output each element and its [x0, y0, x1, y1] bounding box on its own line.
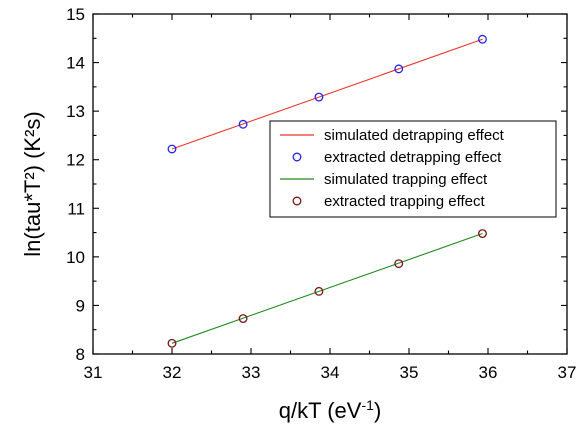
series-line: [171, 38, 483, 150]
y-axis-title: ln(tau*T²) (K²s): [20, 111, 45, 256]
data-point: [238, 119, 248, 129]
data-point: [394, 64, 404, 74]
data-point: [167, 338, 177, 348]
legend-label: extracted trapping effect: [324, 193, 485, 210]
legend-label: extracted detrapping effect: [324, 149, 502, 166]
data-point: [314, 286, 324, 296]
x-tick-label: 36: [479, 363, 498, 382]
data-point: [314, 92, 324, 102]
x-tick-label: 37: [558, 363, 577, 382]
y-tick-label: 12: [66, 151, 85, 170]
y-tick-label: 13: [66, 102, 85, 121]
axis-ticks: 31 32 33 34 35 36 37 8 9 10 11 12 13 14 15: [66, 5, 576, 382]
data-point: [478, 229, 487, 238]
series-line: [171, 233, 483, 344]
x-tick-label: 34: [321, 363, 340, 382]
y-tick-label: 15: [66, 5, 85, 24]
y-tick-label: 9: [76, 296, 85, 315]
legend-box: [269, 120, 557, 218]
legend: simulated detrapping effect extracted det…: [269, 120, 557, 218]
y-tick-label: 8: [76, 345, 85, 364]
x-axis-title: q/kT (eV-1): [279, 397, 382, 423]
y-tick-label: 11: [67, 199, 85, 218]
y-tick-label: 10: [66, 248, 85, 267]
x-tick-label: 32: [163, 363, 182, 382]
legend-label: simulated detrapping effect: [324, 127, 505, 144]
legend-marker-swatch: [292, 196, 302, 206]
x-tick-label: 33: [242, 363, 261, 382]
data-point: [394, 259, 404, 269]
y-tick-label: 14: [66, 54, 85, 73]
x-tick-label: 31: [84, 363, 103, 382]
legend-marker-swatch: [292, 152, 302, 162]
data-point: [238, 314, 248, 323]
data-point: [167, 144, 177, 154]
data-point: [478, 34, 487, 44]
legend-label: simulated trapping effect: [324, 171, 488, 188]
x-tick-label: 35: [400, 363, 419, 382]
series-layer: [167, 34, 487, 348]
